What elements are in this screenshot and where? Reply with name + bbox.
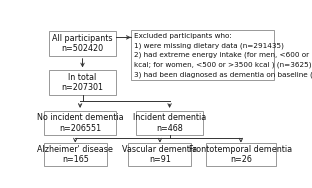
Text: kcal; for women, <500 or >3500 kcal ) (n=3625): kcal; for women, <500 or >3500 kcal ) (n…	[134, 61, 311, 68]
Text: n=468: n=468	[156, 124, 183, 133]
Text: 2) had extreme energy intake (for men, <600 or >4200: 2) had extreme energy intake (for men, <…	[134, 52, 312, 58]
Text: No incident dementia: No incident dementia	[37, 113, 124, 122]
Text: Alzheimer' disease: Alzheimer' disease	[37, 145, 113, 154]
Text: n=502420: n=502420	[61, 44, 104, 53]
Text: In total: In total	[68, 73, 97, 82]
Text: Excluded participants who:: Excluded participants who:	[134, 33, 232, 39]
Text: 3) had been diagnosed as dementia on baseline (n=59): 3) had been diagnosed as dementia on bas…	[134, 71, 312, 77]
Text: n=207301: n=207301	[61, 83, 104, 92]
FancyBboxPatch shape	[129, 143, 191, 166]
FancyBboxPatch shape	[44, 111, 116, 136]
Text: 1) were missing dietary data (n=291435): 1) were missing dietary data (n=291435)	[134, 42, 284, 49]
FancyBboxPatch shape	[44, 143, 107, 166]
FancyBboxPatch shape	[136, 111, 203, 136]
FancyBboxPatch shape	[49, 70, 116, 95]
FancyBboxPatch shape	[206, 143, 276, 166]
FancyBboxPatch shape	[131, 30, 274, 80]
FancyBboxPatch shape	[49, 31, 116, 56]
Text: All participants: All participants	[52, 34, 113, 43]
Text: n=206551: n=206551	[59, 124, 101, 133]
Text: n=26: n=26	[230, 155, 252, 164]
Text: n=91: n=91	[149, 155, 171, 164]
Text: n=165: n=165	[62, 155, 89, 164]
Text: Frontotemporal dementia: Frontotemporal dementia	[189, 145, 292, 154]
Text: Vascular dementia: Vascular dementia	[122, 145, 197, 154]
Text: Incident dementia: Incident dementia	[133, 113, 206, 122]
